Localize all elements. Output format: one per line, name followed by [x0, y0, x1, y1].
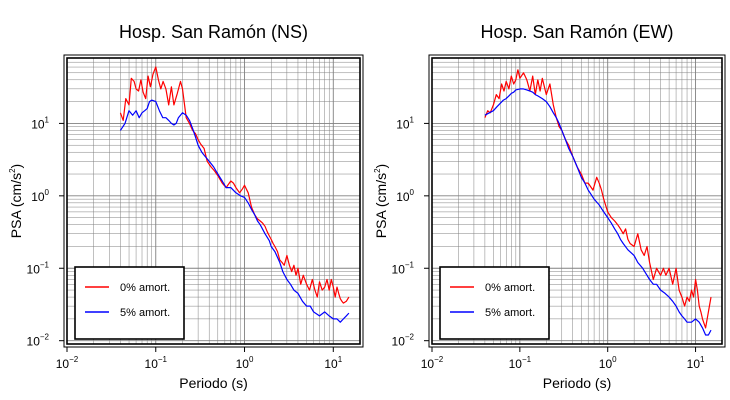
plot-frame	[66, 57, 361, 345]
x-tick-label: 100	[599, 355, 617, 371]
plot-frame	[431, 57, 723, 345]
plot-frame-outer	[428, 54, 726, 348]
y-axis-label: PSA (cm/s2)	[8, 164, 24, 238]
x-tick-label: 101	[324, 355, 342, 371]
plot-frame-outer	[63, 54, 364, 348]
x-tick-label: 10−2	[56, 355, 79, 371]
legend-label-0: 0% amort.	[120, 282, 170, 294]
chart-panel-1: 10−2 10−1 100 101 10−2 10−1 100 101 Hosp. San Ra…	[373, 22, 726, 391]
x-axis-label: Periodo (s)	[543, 375, 611, 391]
series-line-1	[484, 88, 712, 336]
y-tick-label: 101	[31, 115, 49, 131]
series-line-0	[484, 69, 712, 329]
y-tick-label: 101	[396, 115, 414, 131]
chart-title: Hosp. San Ramón (NS)	[119, 22, 308, 42]
y-axis-label: PSA (cm/s2)	[373, 164, 389, 238]
legend-label-1: 5% amort.	[120, 307, 170, 319]
legend-box	[74, 266, 185, 340]
legend-label-1: 5% amort.	[485, 307, 535, 319]
x-tick-label: 10−2	[421, 355, 444, 371]
series-line-0	[119, 66, 350, 304]
y-tick-label: 10−1	[27, 260, 50, 276]
legend: 0% amort. 5% amort.	[74, 266, 185, 340]
y-tick-label: 10−2	[27, 333, 50, 349]
series-group	[484, 69, 712, 336]
series-line-1	[119, 99, 350, 323]
x-tick-label: 10−1	[145, 355, 168, 371]
chart-title: Hosp. San Ramón (EW)	[480, 22, 673, 42]
x-tick-label: 100	[236, 355, 254, 371]
x-tick-label: 101	[687, 355, 705, 371]
legend-box	[439, 266, 550, 340]
y-tick-label: 100	[396, 188, 414, 204]
grid	[67, 58, 360, 344]
chart-panel-0: 10−2 10−1 100 101 10−2 10−1 100 101 Hosp. San Ra…	[8, 22, 364, 391]
y-tick-label: 10−2	[392, 333, 415, 349]
x-axis-label: Periodo (s)	[179, 375, 247, 391]
y-tick-label: 10−1	[392, 260, 415, 276]
legend-label-0: 0% amort.	[485, 282, 535, 294]
legend: 0% amort. 5% amort.	[439, 266, 550, 340]
x-tick-label: 10−1	[509, 355, 532, 371]
series-group	[119, 66, 350, 323]
y-tick-label: 100	[31, 188, 49, 204]
